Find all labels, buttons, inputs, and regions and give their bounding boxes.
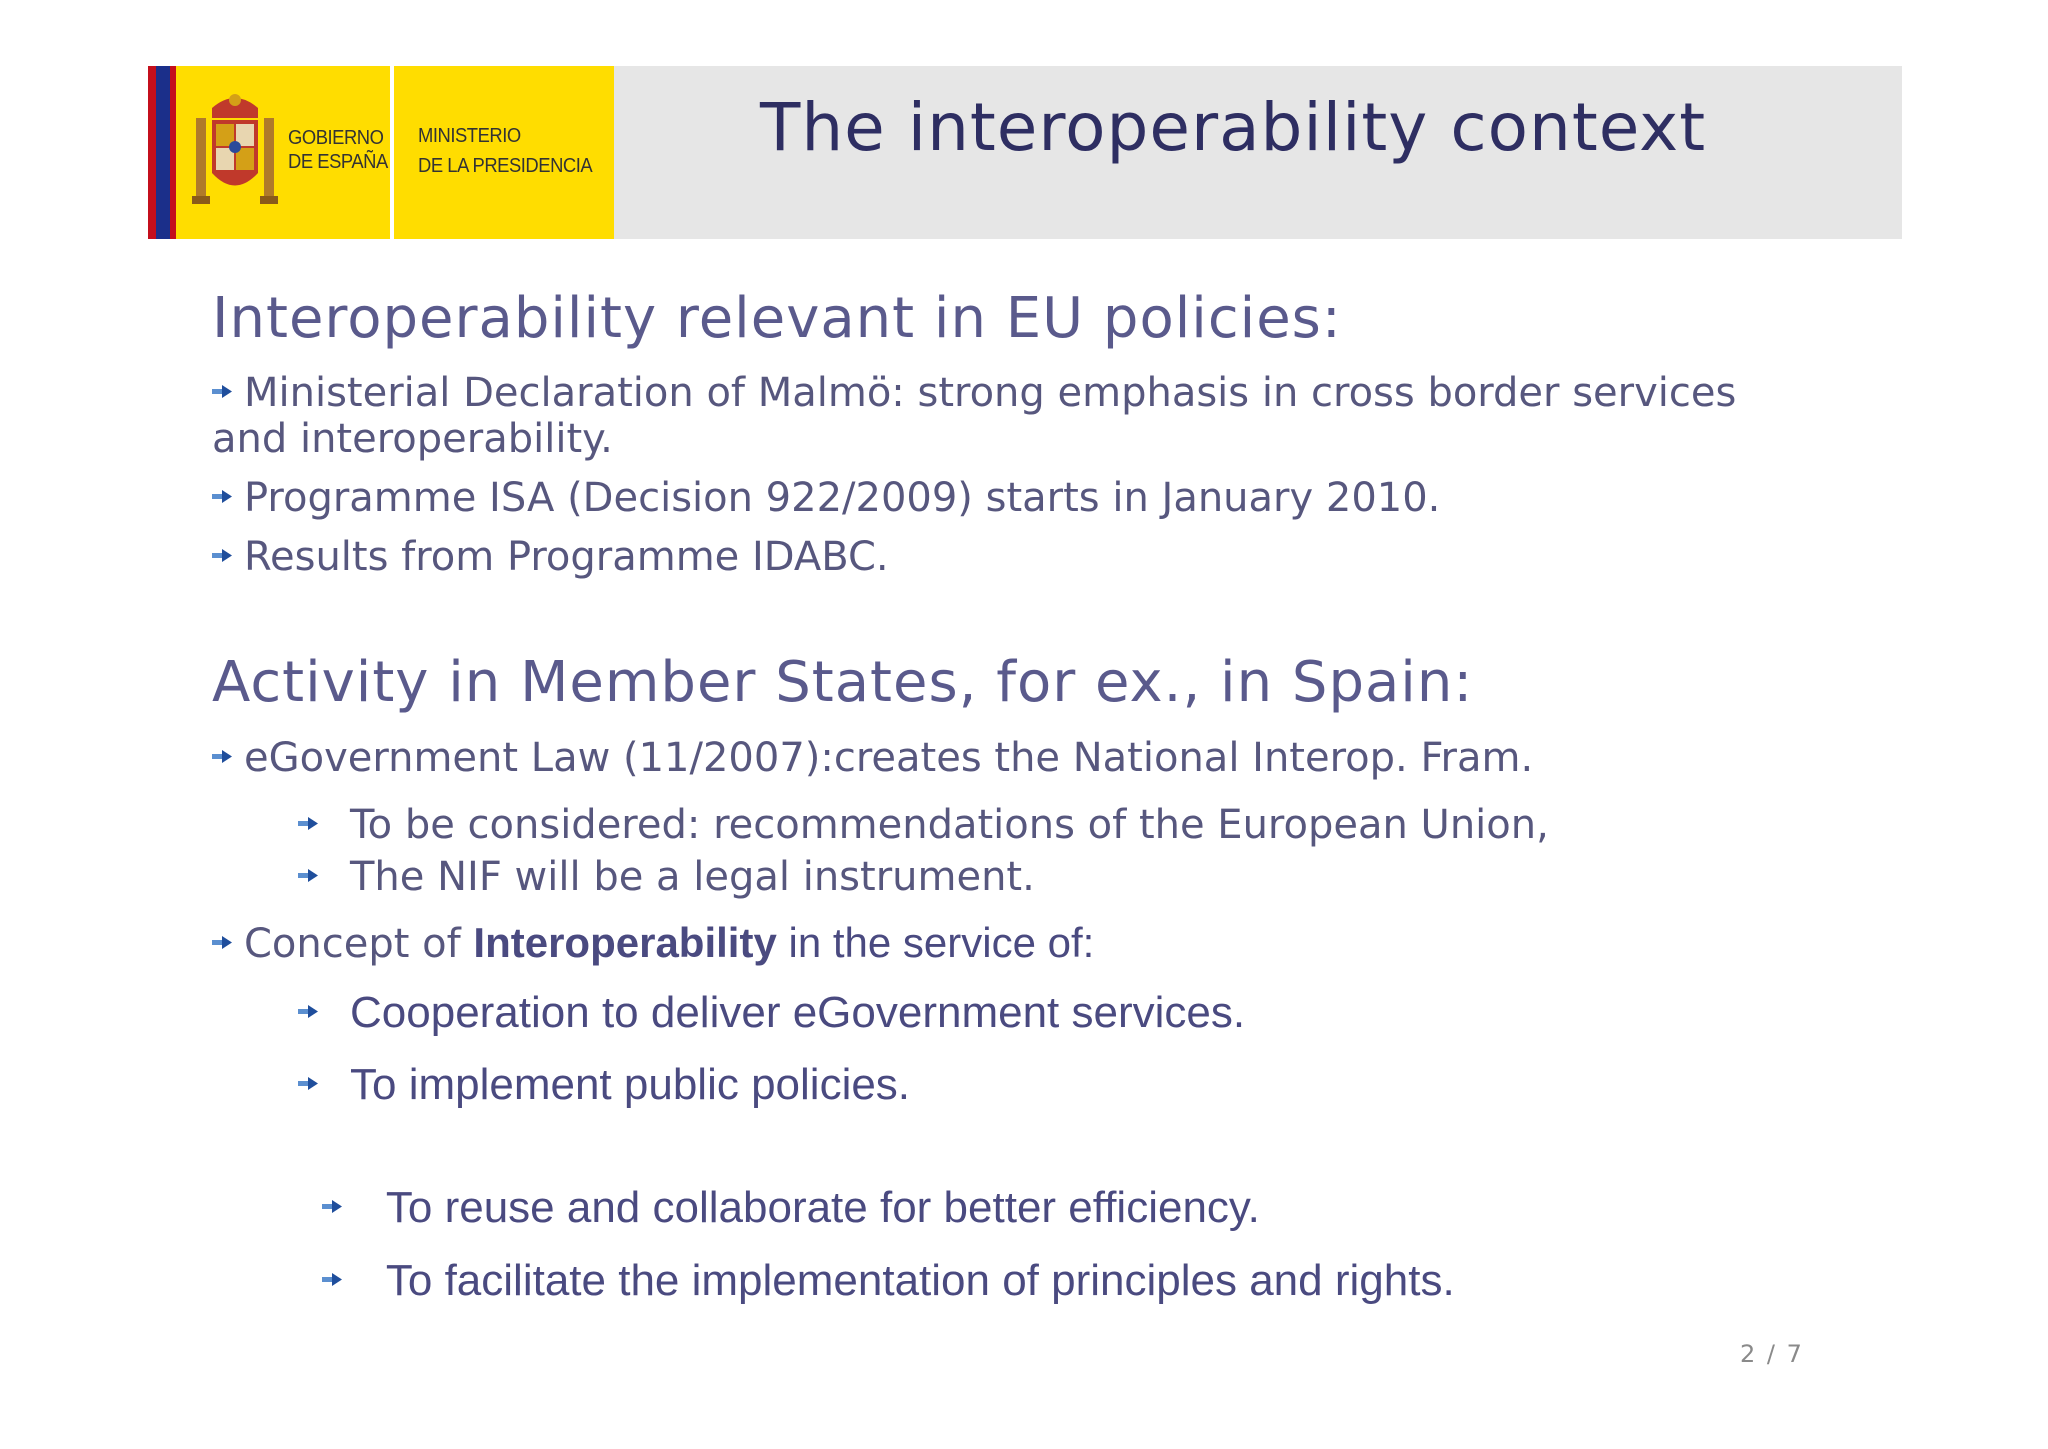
arrow-bullet-icon xyxy=(298,817,318,830)
list-item: eGovernment Law (11/2007):creates the Na… xyxy=(212,735,1533,781)
list-item-text: eGovernment Law (11/2007):creates the Na… xyxy=(244,735,1534,781)
logo-government-text: GOBIERNO DE ESPAÑA xyxy=(288,126,388,174)
list-item: Programme ISA (Decision 922/2009) starts… xyxy=(212,475,1440,521)
sub-list-item: To reuse and collaborate for better effi… xyxy=(298,1133,1260,1233)
list-item: Results from Programme IDABC. xyxy=(212,534,889,580)
arrow-bullet-icon xyxy=(212,936,232,949)
coat-of-arms-icon xyxy=(192,94,278,204)
arrow-bullet-icon xyxy=(212,750,232,763)
list-item: Concept of Interoperability in the servi… xyxy=(212,920,1094,967)
section-heading-eu-policies: Interoperability relevant in EU policies… xyxy=(212,286,1342,351)
sub-list-item: Cooperation to deliver eGovernment servi… xyxy=(298,988,1245,1038)
list-item-text: Cooperation to deliver eGovernment servi… xyxy=(350,988,1246,1037)
arrow-bullet-icon xyxy=(298,1077,318,1091)
arrow-bullet-icon xyxy=(212,490,232,503)
logo-text-line: MINISTERIO xyxy=(418,125,521,147)
logo-text-line: DE ESPAÑA xyxy=(288,151,388,173)
logo-text-line: GOBIERNO xyxy=(288,127,384,149)
list-item-text: Ministerial Declaration of Malmö: strong… xyxy=(212,370,1737,462)
list-item: Ministerial Declaration of Malmö: strong… xyxy=(212,370,1752,462)
sub-list-item: The NIF will be a legal instrument. xyxy=(298,854,1035,900)
list-item-text: Programme ISA (Decision 922/2009) starts… xyxy=(244,475,1441,521)
concept-prefix: Concept of xyxy=(244,921,474,967)
slide-header: GOBIERNO DE ESPAÑA MINISTERIO DE LA PRES… xyxy=(148,66,1902,239)
arrow-bullet-icon xyxy=(322,1273,343,1287)
eu-flag-stripe xyxy=(156,66,170,239)
page-title: The interoperability context xyxy=(760,89,1707,166)
list-item-text: To be considered: recommendations of the… xyxy=(350,802,1549,848)
list-item-text: To reuse and collaborate for better effi… xyxy=(374,1183,1260,1232)
page-number: 2 / 7 xyxy=(1740,1340,1804,1368)
concept-bold: Interoperability xyxy=(473,919,777,966)
arrow-bullet-icon xyxy=(212,549,232,562)
government-logo: GOBIERNO DE ESPAÑA MINISTERIO DE LA PRES… xyxy=(148,66,614,239)
list-item-text: To implement public policies. xyxy=(350,1060,911,1109)
list-item-text: The NIF will be a legal instrument. xyxy=(350,854,1035,900)
arrow-bullet-icon xyxy=(298,869,318,882)
sub-list-item: To be considered: recommendations of the… xyxy=(298,802,1549,848)
logo-divider xyxy=(390,66,394,239)
logo-text-line: DE LA PRESIDENCIA xyxy=(418,155,593,177)
arrow-bullet-icon xyxy=(298,1005,318,1019)
section-heading-member-states: Activity in Member States, for ex., in S… xyxy=(212,650,1474,715)
concept-suffix: in the service of: xyxy=(776,919,1095,966)
arrow-bullet-icon xyxy=(212,385,232,398)
list-item-text: Results from Programme IDABC. xyxy=(244,534,889,580)
logo-ministry-text: MINISTERIO DE LA PRESIDENCIA xyxy=(418,124,593,178)
list-item-text: To facilitate the implementation of prin… xyxy=(374,1256,1455,1305)
sub-list-item: To implement public policies. xyxy=(298,1060,910,1110)
sub-list-item: To facilitate the implementation of prin… xyxy=(298,1206,1455,1306)
